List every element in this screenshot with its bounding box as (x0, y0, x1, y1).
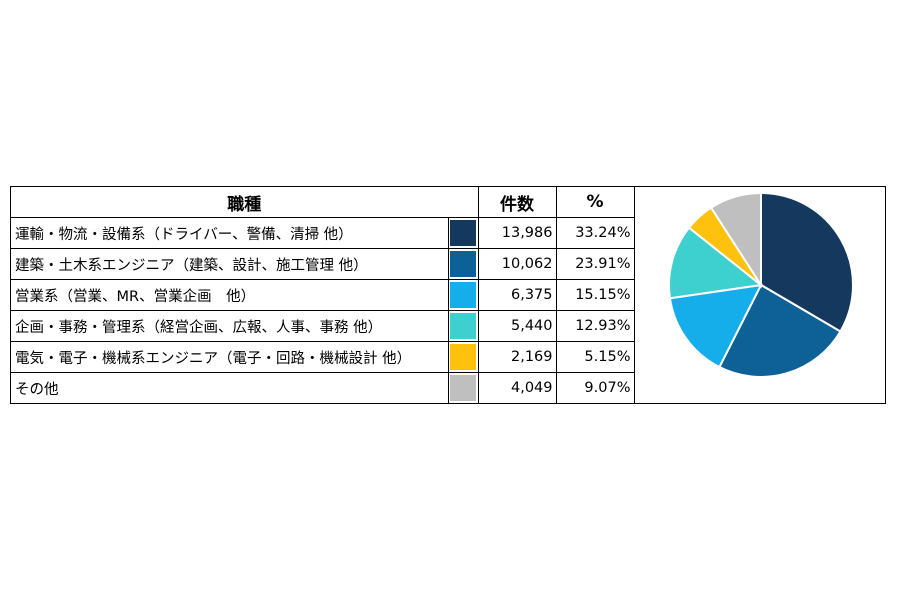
table-row: 電気・電子・機械系エンジニア（電子・回路・機械設計 他） 2,169 5.15% (11, 341, 635, 373)
pie-slice-2 (668, 283, 763, 369)
color-swatch (450, 282, 476, 308)
color-swatch (450, 313, 476, 339)
row-percent: 15.15% (555, 279, 635, 311)
color-swatch-cell (447, 248, 479, 280)
row-label: 運輸・物流・設備系（ドライバー、警備、清掃 他） (11, 217, 449, 249)
row-count: 10,062 (477, 248, 557, 280)
color-swatch (450, 251, 476, 277)
header-category: 職種 (11, 187, 479, 218)
job-category-table: 職種 件数 % 運輸・物流・設備系（ドライバー、警備、清掃 他） 13,986 … (11, 187, 635, 404)
row-percent: 33.24% (555, 217, 635, 249)
color-swatch-cell (447, 341, 479, 373)
table-row: その他 4,049 9.07% (11, 372, 635, 404)
pie-slice-3 (668, 226, 764, 300)
row-percent: 5.15% (555, 341, 635, 373)
row-percent: 23.91% (555, 248, 635, 280)
row-count: 13,986 (477, 217, 557, 249)
table-row: 企画・事務・管理系（経営企画、広報、人事、事務 他） 5,440 12.93% (11, 310, 635, 342)
pie-slice-0 (760, 191, 854, 333)
header-percent: % (555, 187, 635, 218)
color-swatch-cell (447, 279, 479, 311)
color-swatch-cell (447, 217, 479, 249)
row-count: 6,375 (477, 279, 557, 311)
pie-chart (668, 191, 854, 378)
row-count: 4,049 (477, 372, 557, 404)
row-count: 2,169 (477, 341, 557, 373)
table-row: 建築・土木系エンジニア（建築、設計、施工管理 他） 10,062 23.91% (11, 248, 635, 280)
row-label: 営業系（営業、MR、営業企画 他） (11, 279, 449, 311)
pie-slice-5 (709, 191, 762, 289)
color-swatch-cell (447, 372, 479, 404)
color-swatch (450, 375, 476, 401)
table-header-row: 職種 件数 % (11, 187, 635, 218)
header-count: 件数 (477, 187, 557, 218)
job-category-panel: 職種 件数 % 運輸・物流・設備系（ドライバー、警備、清掃 他） 13,986 … (10, 186, 886, 404)
row-label: 建築・土木系エンジニア（建築、設計、施工管理 他） (11, 248, 449, 280)
row-percent: 9.07% (555, 372, 635, 404)
table-row: 営業系（営業、MR、営業企画 他） 6,375 15.15% (11, 279, 635, 311)
row-count: 5,440 (477, 310, 557, 342)
color-swatch-cell (447, 310, 479, 342)
color-swatch (450, 220, 476, 246)
pie-chart-area (634, 187, 886, 403)
row-label: 企画・事務・管理系（経営企画、広報、人事、事務 他） (11, 310, 449, 342)
row-percent: 12.93% (555, 310, 635, 342)
color-swatch (450, 344, 476, 370)
row-label: 電気・電子・機械系エンジニア（電子・回路・機械設計 他） (11, 341, 449, 373)
table-row: 運輸・物流・設備系（ドライバー、警備、清掃 他） 13,986 33.24% (11, 217, 635, 249)
row-label: その他 (11, 372, 449, 404)
